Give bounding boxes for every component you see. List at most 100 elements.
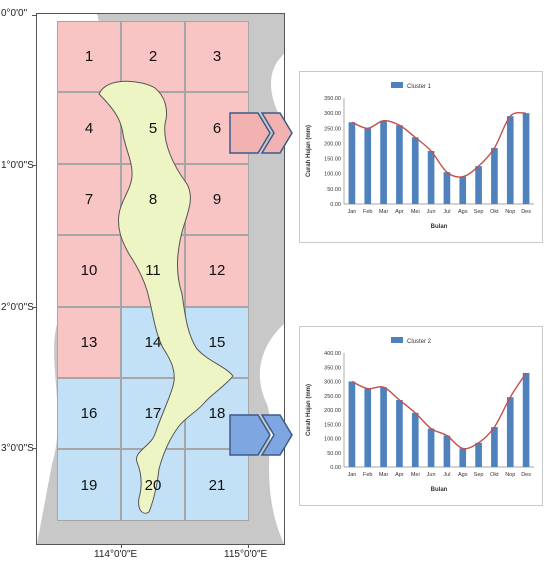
legend-label: Cluster 2	[407, 339, 432, 345]
lon-tick-1	[248, 544, 249, 548]
bar-mar	[380, 120, 387, 204]
x-tick-label: Des	[521, 209, 531, 215]
x-tick-label: Sep	[474, 209, 484, 215]
y-tick-label: 200.00	[324, 408, 341, 414]
x-tick-label: Jan	[347, 472, 356, 478]
grid-cell-label: 1	[84, 48, 94, 66]
y-tick-label: 200.00	[324, 141, 341, 147]
grid-cell-label: 20	[144, 476, 162, 494]
y-tick-label: 250.00	[324, 126, 341, 132]
grid-cell-1: 1	[57, 21, 121, 93]
chart-cluster-1: Cluster 1 0.00 50.00 100.00 150.00 200.00 250.…	[299, 71, 543, 243]
bar-apr	[396, 125, 403, 204]
bar-des	[522, 372, 530, 467]
bar-des	[522, 113, 530, 204]
legend-swatch	[391, 337, 403, 343]
grid-cell-10: 10	[57, 235, 121, 307]
grid-cell-label: 21	[208, 476, 226, 494]
bar-okt	[491, 427, 498, 467]
lat-tick-3	[32, 448, 36, 449]
grid-cell-label: 8	[148, 190, 158, 208]
y-tick-label: 300.00	[324, 380, 341, 386]
x-axis-title: Bulan	[431, 224, 448, 230]
lat-label-3: 3°0'0"S	[1, 443, 34, 454]
east-land-south	[259, 324, 284, 544]
x-tick-label: Mei	[411, 209, 420, 215]
grid-cell-13: 13	[57, 306, 121, 378]
bar-okt	[491, 147, 498, 204]
y-tick-label: 350.00	[324, 365, 341, 371]
x-tick-label: Mar	[379, 209, 389, 215]
x-tick-label: Sep	[474, 472, 484, 478]
grid-cell-label: 18	[208, 405, 226, 423]
grid-cell-label: 17	[144, 405, 162, 423]
x-tick-label: Mei	[411, 472, 420, 478]
bar-ags	[459, 176, 467, 204]
grid-cell-label: 9	[212, 190, 222, 208]
grid-cell-label: 10	[80, 262, 98, 280]
grid-cell-label: 5	[148, 119, 158, 137]
bar-nop	[506, 397, 514, 467]
x-tick-label: Nop	[505, 472, 515, 478]
lat-label-2: 2°0'0"S	[1, 302, 34, 313]
bar-jun	[427, 151, 435, 204]
lon-label-0: 114°0'0"E	[94, 549, 138, 560]
bar-nop	[506, 116, 514, 204]
grid-cell-21: 21	[185, 449, 249, 521]
grid-cell-label: 11	[145, 262, 161, 280]
bar-mar	[380, 387, 387, 467]
x-tick-label: Ags	[458, 472, 468, 478]
bar-sep	[475, 442, 482, 467]
x-axis-title: Bulan	[431, 487, 448, 493]
y-axis-title: Curah Hujan (mm)	[306, 384, 312, 436]
bar-ags	[459, 448, 467, 467]
x-tick-label: Jun	[427, 209, 436, 215]
bar-sep	[475, 166, 482, 204]
grid-cell-label: 19	[80, 476, 98, 494]
x-tick-label: Jul	[443, 472, 450, 478]
y-tick-label: 100.00	[324, 437, 341, 443]
chart-cluster-1-svg: Cluster 1 0.00 50.00 100.00 150.00 200.00 250.…	[306, 82, 534, 230]
grid-cell-label: 16	[80, 405, 98, 423]
grid-cell-12: 12	[185, 235, 249, 307]
x-tick-label: Mar	[379, 472, 389, 478]
y-tick-label: 0.00	[330, 465, 341, 471]
arrow-2a	[229, 414, 271, 456]
grid-cell-16: 16	[57, 378, 121, 450]
bar-feb	[364, 128, 372, 204]
bar-feb	[364, 388, 372, 467]
lat-label-1: 1°0'0"S	[1, 160, 34, 171]
y-tick-label: 150.00	[324, 157, 341, 163]
lat-tick-1	[32, 165, 36, 166]
y-tick-label: 100.00	[324, 172, 341, 178]
x-tick-label: Jan	[347, 209, 356, 215]
x-tick-label: Jul	[443, 209, 450, 215]
bar-jul	[443, 172, 451, 204]
grid-cell-label: 13	[80, 333, 98, 351]
x-tick-label: Apr	[395, 209, 404, 215]
chart-cluster-2: Cluster 2 0.00 50.00 100.00 150.00 200.00 250.…	[299, 326, 543, 506]
grid-cell-label: 14	[144, 333, 162, 351]
trend-line	[351, 111, 527, 178]
lat-tick-0	[32, 15, 36, 16]
arrow-1b	[260, 112, 293, 154]
x-tick-label: Feb	[363, 209, 372, 215]
x-tick-label: Ags	[458, 209, 468, 215]
west-land	[37, 14, 100, 544]
y-tick-label: 300.00	[324, 111, 341, 117]
y-tick-label: 0.00	[330, 202, 341, 208]
cluster-1-arrow	[229, 112, 293, 154]
grid-cell-3: 3	[185, 21, 249, 93]
legend-label: Cluster 1	[407, 84, 432, 90]
bar-jul	[443, 435, 451, 467]
lon-tick-0	[121, 544, 122, 548]
grid-cell-label: 12	[208, 262, 226, 280]
land-background	[37, 14, 284, 544]
x-tick-label: Jun	[427, 472, 436, 478]
y-tick-label: 50.00	[327, 187, 341, 193]
x-tick-label: Apr	[395, 472, 404, 478]
legend-swatch	[391, 82, 403, 88]
grid-cell-label: 7	[84, 190, 94, 208]
trend-line	[351, 372, 527, 450]
cluster-2-arrow	[229, 414, 293, 456]
